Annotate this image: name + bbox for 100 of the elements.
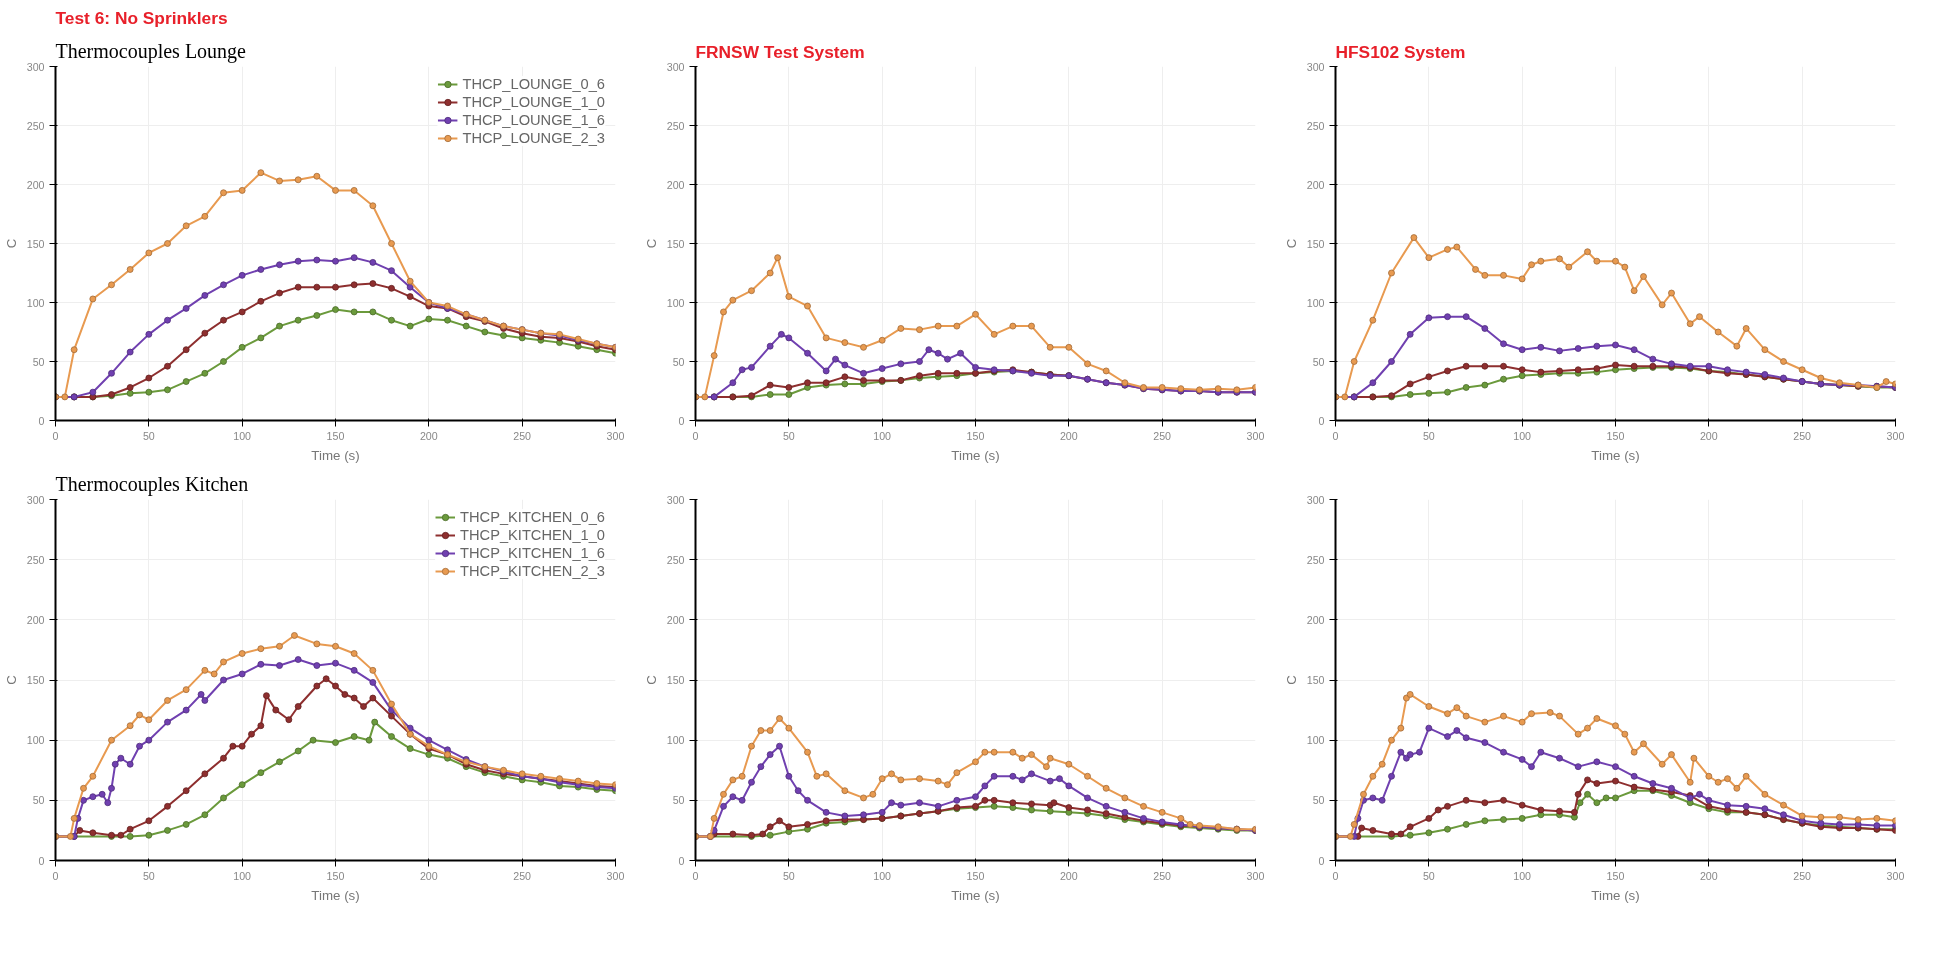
y-tick-label: 50	[32, 355, 45, 368]
x-tick-label: 300	[1886, 429, 1905, 442]
x-tick-label: 200	[1699, 869, 1718, 882]
y-tick-label: 250	[666, 553, 685, 566]
x-tick-label: 200	[1059, 429, 1078, 442]
y-tick-label: 100	[1306, 734, 1325, 747]
y-tick-label: 150	[666, 237, 685, 250]
y-tick-label: 0	[1318, 414, 1325, 427]
x-tick-label: 50	[142, 869, 155, 882]
y-tick-label: 200	[26, 178, 45, 191]
legend-label: THCP_KITCHEN_2_3	[460, 563, 605, 579]
x-axis-title: Time (s)	[311, 447, 360, 463]
y-tick-label: 300	[666, 493, 685, 506]
x-axis-title: Time (s)	[951, 447, 1000, 463]
x-tick-label: 300	[1246, 869, 1265, 882]
x-tick-label: 250	[1153, 869, 1172, 882]
y-axis-title: C	[3, 238, 19, 249]
chart-subtitle: Thermocouples Kitchen	[55, 472, 249, 496]
x-tick-label: 50	[142, 429, 155, 442]
y-tick-label: 300	[1306, 60, 1325, 73]
y-tick-label: 150	[1306, 674, 1325, 686]
y-tick-label: 100	[1306, 296, 1325, 309]
x-axis-title: Time (s)	[951, 887, 1000, 903]
x-tick-label: 0	[692, 429, 699, 442]
x-tick-label: 250	[513, 429, 532, 442]
y-tick-label: 200	[26, 613, 45, 626]
legend-label: THCP_LOUNGE_1_6	[462, 112, 605, 128]
legend-label: THCP_LOUNGE_1_0	[462, 94, 605, 110]
x-tick-label: 100	[873, 869, 892, 882]
x-tick-label: 200	[1699, 429, 1718, 442]
y-tick-label: 0	[678, 854, 685, 867]
x-tick-label: 150	[326, 869, 345, 882]
x-tick-label: 100	[233, 869, 252, 882]
y-axis-title: C	[1283, 238, 1299, 249]
x-tick-label: 0	[52, 429, 59, 442]
x-axis-title: Time (s)	[1591, 887, 1640, 903]
y-tick-label: 50	[672, 794, 685, 807]
y-tick-label: 250	[666, 119, 685, 132]
y-tick-label: 50	[32, 794, 45, 807]
x-tick-label: 0	[1332, 869, 1339, 882]
y-tick-label: 250	[1306, 553, 1325, 566]
x-tick-label: 250	[513, 869, 532, 882]
x-tick-label: 150	[1606, 429, 1625, 442]
y-tick-label: 100	[666, 296, 685, 309]
y-tick-label: 300	[26, 60, 45, 73]
x-tick-label: 0	[1332, 429, 1339, 442]
x-tick-label: 250	[1793, 869, 1812, 882]
x-tick-label: 50	[1422, 429, 1435, 442]
x-tick-label: 100	[873, 429, 892, 442]
x-tick-label: 150	[966, 429, 985, 442]
x-tick-label: 250	[1793, 429, 1812, 442]
chart-subtitle: Thermocouples Lounge	[55, 39, 247, 63]
x-tick-label: 100	[233, 429, 252, 442]
chart-title: HFS102 System	[1335, 41, 1466, 62]
y-tick-label: 0	[678, 414, 685, 427]
y-tick-label: 100	[666, 734, 685, 747]
x-tick-label: 250	[1153, 429, 1172, 442]
x-tick-label: 50	[782, 429, 795, 442]
legend-label: THCP_KITCHEN_1_0	[460, 527, 605, 543]
y-tick-label: 100	[26, 734, 45, 747]
x-tick-label: 300	[606, 869, 625, 882]
y-tick-label: 150	[1306, 237, 1325, 250]
x-tick-label: 300	[606, 429, 625, 442]
y-tick-label: 150	[666, 674, 685, 686]
y-tick-label: 250	[26, 553, 45, 566]
x-tick-label: 200	[419, 869, 438, 882]
y-tick-label: 150	[26, 674, 45, 686]
y-tick-label: 100	[26, 296, 45, 309]
y-tick-label: 200	[1306, 613, 1325, 626]
y-tick-label: 50	[672, 355, 685, 368]
x-tick-label: 150	[1606, 869, 1625, 882]
x-tick-label: 200	[1059, 869, 1078, 882]
legend-label: THCP_LOUNGE_2_3	[462, 130, 605, 146]
y-axis-title: C	[3, 674, 19, 685]
x-tick-label: 100	[1513, 429, 1532, 442]
y-axis-title: C	[1283, 674, 1299, 685]
x-axis-title: Time (s)	[311, 887, 360, 903]
y-tick-label: 50	[1312, 794, 1325, 807]
x-tick-label: 300	[1886, 869, 1905, 882]
chart-title: FRNSW Test System	[695, 41, 865, 62]
x-tick-label: 150	[326, 429, 345, 442]
y-tick-label: 200	[666, 178, 685, 191]
x-tick-label: 300	[1246, 429, 1265, 442]
y-axis-title: C	[643, 238, 659, 249]
chart-title: Test 6: No Sprinklers	[55, 7, 228, 28]
y-tick-label: 300	[1306, 493, 1325, 506]
x-tick-label: 100	[1513, 869, 1532, 882]
legend-label: THCP_KITCHEN_0_6	[460, 509, 605, 525]
legend-label: THCP_KITCHEN_1_6	[460, 545, 605, 561]
y-tick-label: 250	[1306, 119, 1325, 132]
x-tick-label: 0	[52, 869, 59, 882]
y-tick-label: 150	[26, 237, 45, 250]
y-tick-label: 200	[666, 613, 685, 626]
x-axis-title: Time (s)	[1591, 447, 1640, 463]
x-tick-label: 150	[966, 869, 985, 882]
y-tick-label: 250	[26, 119, 45, 132]
y-tick-label: 300	[26, 493, 45, 506]
y-tick-label: 0	[38, 854, 45, 867]
y-tick-label: 0	[1318, 854, 1325, 867]
x-tick-label: 200	[419, 429, 438, 442]
